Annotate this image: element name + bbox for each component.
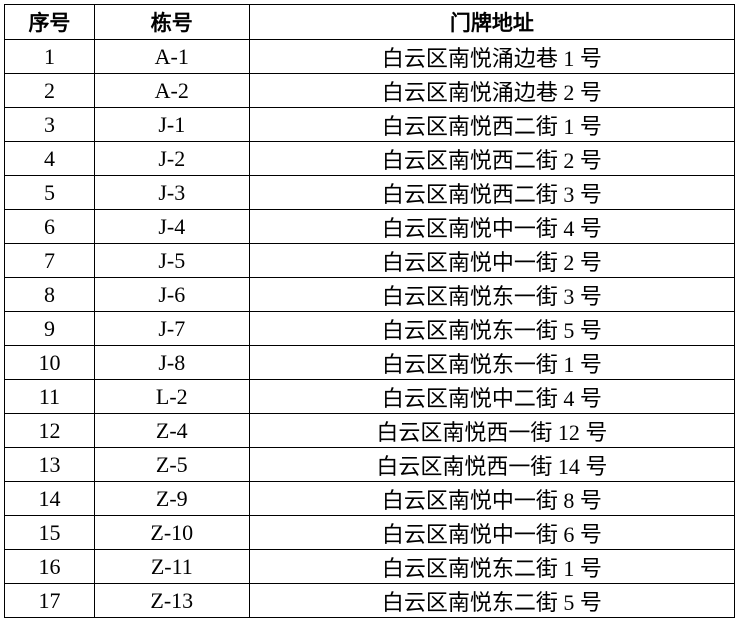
table-cell: 白云区南悦西二街 2 号 — [248, 141, 736, 176]
table-cell: 4 — [4, 141, 95, 176]
table-row: 3 J-1 白云区南悦西二街 1 号 — [4, 107, 736, 142]
table-row: 16 Z-11 白云区南悦东二街 1 号 — [4, 549, 736, 584]
table-cell: 5 — [4, 175, 95, 210]
table-row: 8 J-6 白云区南悦东一街 3 号 — [4, 277, 736, 312]
table-cell: 16 — [4, 549, 95, 584]
table-cell: J-2 — [93, 141, 250, 176]
table-row: 12 Z-4 白云区南悦西一街 12 号 — [4, 413, 736, 448]
table-row: 17 Z-13 白云区南悦东二街 5 号 — [4, 583, 736, 618]
table-row: 15 Z-10 白云区南悦中一街 6 号 — [4, 515, 736, 550]
table-cell: J-3 — [93, 175, 250, 210]
table-cell: 13 — [4, 447, 95, 482]
table-cell: 白云区南悦西二街 3 号 — [248, 175, 736, 210]
table-cell: 白云区南悦东一街 3 号 — [248, 277, 736, 312]
table-cell: 11 — [4, 379, 95, 414]
table-row: 14 Z-9 白云区南悦中一街 8 号 — [4, 481, 736, 516]
table-cell: 白云区南悦西一街 12 号 — [248, 413, 736, 448]
table-row: 10 J-8 白云区南悦东一街 1 号 — [4, 345, 736, 380]
table-cell: 白云区南悦东一街 1 号 — [248, 345, 736, 380]
table-cell: Z-11 — [93, 549, 250, 584]
address-table: 序号 栋号 门牌地址 1 A-1 白云区南悦涌边巷 1 号 2 A-2 白云区南悦涌边巷 2 … — [4, 4, 736, 618]
header-row: 序号 栋号 门牌地址 — [4, 4, 736, 40]
table-cell: 10 — [4, 345, 95, 380]
table-cell: 6 — [4, 209, 95, 244]
table-cell: 白云区南悦东二街 5 号 — [248, 583, 736, 618]
table-cell: 白云区南悦涌边巷 1 号 — [248, 39, 736, 74]
table-cell: 8 — [4, 277, 95, 312]
table-cell: 白云区南悦西一街 14 号 — [248, 447, 736, 482]
table-cell: 15 — [4, 515, 95, 550]
table-cell: 7 — [4, 243, 95, 278]
table-cell: Z-4 — [93, 413, 250, 448]
table-row: 9 J-7 白云区南悦东一街 5 号 — [4, 311, 736, 346]
table-row: 6 J-4 白云区南悦中一街 4 号 — [4, 209, 736, 244]
table-cell: 2 — [4, 73, 95, 108]
table-cell: A-1 — [93, 39, 250, 74]
table-row: 5 J-3 白云区南悦西二街 3 号 — [4, 175, 736, 210]
table-cell: J-5 — [93, 243, 250, 278]
table-cell: L-2 — [93, 379, 250, 414]
table-cell: J-4 — [93, 209, 250, 244]
table-cell: 白云区南悦中一街 2 号 — [248, 243, 736, 278]
table-cell: 白云区南悦东一街 5 号 — [248, 311, 736, 346]
table-cell: Z-5 — [93, 447, 250, 482]
table-cell: 白云区南悦东二街 1 号 — [248, 549, 736, 584]
table-cell: 3 — [4, 107, 95, 142]
table-cell: Z-13 — [93, 583, 250, 618]
table-cell: 14 — [4, 481, 95, 516]
header-cell: 门牌地址 — [248, 4, 736, 40]
table-body: 1 A-1 白云区南悦涌边巷 1 号 2 A-2 白云区南悦涌边巷 2 号 3 J-1 白云区南… — [4, 39, 736, 618]
table-cell: J-8 — [93, 345, 250, 380]
table-row: 13 Z-5 白云区南悦西一街 14 号 — [4, 447, 736, 482]
table-row: 11 L-2 白云区南悦中二街 4 号 — [4, 379, 736, 414]
table-cell: Z-10 — [93, 515, 250, 550]
table-row: 7 J-5 白云区南悦中一街 2 号 — [4, 243, 736, 278]
table-row: 2 A-2 白云区南悦涌边巷 2 号 — [4, 73, 736, 108]
table-cell: 12 — [4, 413, 95, 448]
table-cell: J-7 — [93, 311, 250, 346]
table-cell: 白云区南悦涌边巷 2 号 — [248, 73, 736, 108]
table-cell: 白云区南悦中一街 4 号 — [248, 209, 736, 244]
header-cell: 栋号 — [93, 4, 250, 40]
table-cell: Z-9 — [93, 481, 250, 516]
table-cell: A-2 — [93, 73, 250, 108]
table-cell: 白云区南悦中二街 4 号 — [248, 379, 736, 414]
header-cell: 序号 — [4, 4, 95, 40]
table-cell: 白云区南悦中一街 8 号 — [248, 481, 736, 516]
table-cell: 17 — [4, 583, 95, 618]
table-cell: J-1 — [93, 107, 250, 142]
table-cell: J-6 — [93, 277, 250, 312]
table-cell: 白云区南悦中一街 6 号 — [248, 515, 736, 550]
table-cell: 1 — [4, 39, 95, 74]
table-row: 4 J-2 白云区南悦西二街 2 号 — [4, 141, 736, 176]
table-cell: 9 — [4, 311, 95, 346]
table-row: 1 A-1 白云区南悦涌边巷 1 号 — [4, 39, 736, 74]
table-cell: 白云区南悦西二街 1 号 — [248, 107, 736, 142]
